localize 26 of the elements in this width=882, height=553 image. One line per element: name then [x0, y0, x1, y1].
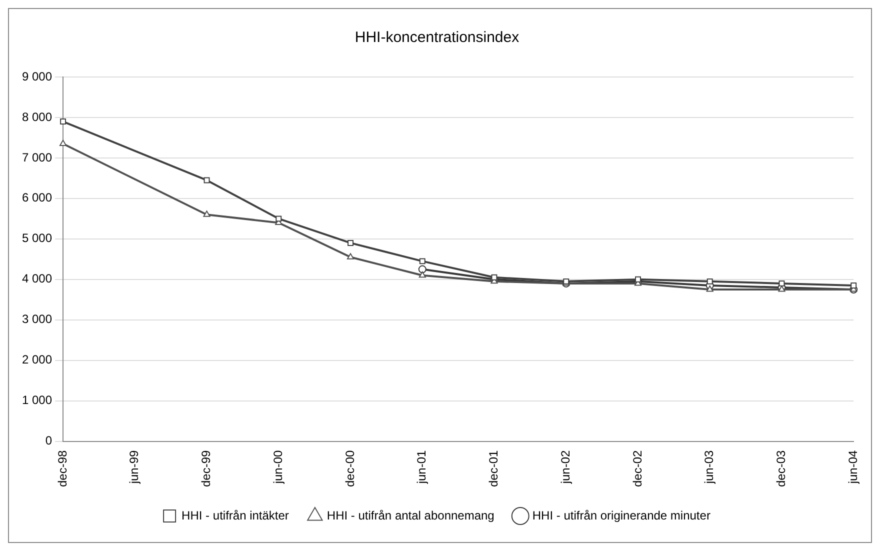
x-tick-label: jun-03	[702, 450, 716, 485]
x-tick-label: dec-99	[199, 450, 214, 488]
y-tick-label: 1 000	[22, 393, 52, 408]
x-tick-label: jun-04	[846, 450, 860, 485]
x-tick-label: dec-03	[774, 450, 788, 488]
x-tick-label: dec-00	[342, 450, 357, 488]
y-tick-label: 2 000	[22, 352, 52, 367]
chart-title: HHI-koncentrationsindex	[354, 29, 520, 46]
y-tick-label: 8 000	[22, 110, 52, 124]
y-tick-label: 7 000	[22, 150, 52, 164]
legend-label: HHI - utifrån originerande minuter	[532, 508, 710, 522]
x-tick-label: jun-99	[127, 450, 142, 485]
legend-label: HHI - utifrån intäkter	[182, 508, 289, 522]
x-tick-label: jun-01	[414, 450, 429, 485]
x-tick-label: dec-02	[630, 450, 644, 488]
y-tick-label: 9 000	[22, 69, 52, 84]
y-tick-label: 3 000	[22, 312, 52, 326]
x-tick-label: dec-98	[55, 450, 70, 488]
x-tick-label: dec-01	[486, 450, 501, 488]
x-tick-label: jun-00	[270, 450, 285, 485]
y-tick-label: 4 000	[22, 272, 52, 286]
legend-label: HHI - utifrån antal abonnemang	[326, 508, 494, 522]
y-tick-label: 0	[45, 434, 52, 448]
y-tick-label: 5 000	[22, 231, 52, 246]
y-tick-label: 6 000	[22, 190, 52, 205]
x-tick-label: jun-02	[558, 450, 572, 485]
